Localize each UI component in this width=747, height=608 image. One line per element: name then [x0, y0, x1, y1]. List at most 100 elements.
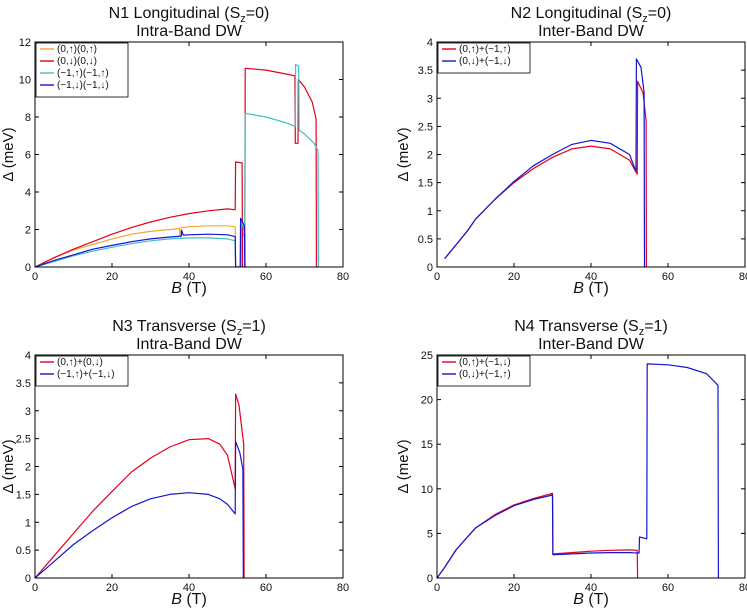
plot-area [35, 63, 319, 267]
x-tick-label: 80 [337, 582, 349, 594]
x-tick-label: 60 [662, 271, 674, 283]
y-tick-label: 0 [25, 262, 31, 274]
y-tick-label: 0.5 [418, 234, 433, 246]
y-tick-label: 2 [25, 462, 31, 474]
plot-frame [436, 41, 746, 268]
y-tick-label: 1.5 [16, 489, 31, 501]
legend: (0,↑)+(0,↓)(−1,↑)+(−1,↓) [35, 355, 129, 387]
x-axis-label-unit: (T) [584, 591, 609, 608]
x-tick-label: 20 [106, 271, 118, 283]
chart-subtitle: Inter-Band DW [538, 336, 645, 353]
x-tick-label: 80 [739, 271, 747, 283]
y-tick-label: 8 [25, 112, 31, 124]
plot-area [437, 363, 720, 578]
x-axis-label-symbol: B [171, 280, 182, 297]
chart-title-subscript: z [237, 326, 243, 338]
series-line-1 [35, 393, 245, 578]
legend: (0,↑)(0,↑)(0,↓)(0,↓)(−1,↑)(−1,↑)(−1,↓)(−… [35, 42, 129, 98]
y-tick-label: 2.5 [418, 121, 433, 133]
x-tick-label: 60 [260, 582, 272, 594]
plot-area [35, 393, 245, 578]
y-tick-label: 4 [25, 187, 31, 199]
y-axis-label: Δ (meV) [0, 127, 17, 181]
legend-label: (0,↑)(0,↑) [57, 44, 97, 55]
x-tick-label: 0 [32, 271, 38, 283]
y-tick-label: 15 [421, 439, 433, 451]
y-tick-label: 10 [421, 484, 433, 496]
x-tick-label: 20 [508, 271, 520, 283]
x-tick-label: 80 [739, 582, 747, 594]
y-tick-label: 0 [25, 573, 31, 585]
x-axis-label-symbol: B [171, 591, 182, 608]
series-line-2 [444, 58, 646, 267]
x-axis-label-symbol: B [573, 280, 584, 297]
x-tick-label: 0 [32, 582, 38, 594]
chart-title: N3 Transverse (Sz=1) [112, 318, 266, 338]
legend: (0,↑)+(−1,↓)(0,↓)+(−1,↑) [437, 355, 531, 387]
chart-title-end: =1) [242, 318, 266, 335]
y-tick-label: 2 [427, 150, 433, 162]
y-tick-label: 1.5 [418, 178, 433, 190]
legend-box [35, 355, 129, 387]
x-axis-label: B (T) [573, 591, 609, 608]
x-tick-label: 40 [183, 271, 195, 283]
y-tick-label: 10 [19, 75, 31, 87]
series-line-2 [35, 67, 317, 267]
y-tick-label: 12 [19, 37, 31, 49]
y-tick-label: 0 [427, 262, 433, 274]
y-tick-label: 4 [427, 37, 433, 49]
series-line-3 [35, 63, 319, 267]
legend-label: (0,↑)+(0,↓) [57, 357, 103, 368]
chart-panel-4: N4 Transverse (Sz=1)Inter-Band DW 0 20 40 60… [395, 318, 747, 608]
chart-title-subscript: z [642, 13, 648, 25]
y-tick-label: 3.5 [16, 378, 31, 390]
x-axis-label: B (T) [573, 280, 609, 297]
series-line-1 [437, 492, 639, 578]
chart-title-end: =0) [648, 5, 672, 22]
x-tick-label: 80 [337, 271, 349, 283]
chart-panel-2: N2 Longitudinal (Sz=0)Inter-Band DW0 20 40… [395, 5, 747, 297]
y-tick-label: 6 [25, 150, 31, 162]
legend: (0,↑)+(−1,↑)(0,↓)+(−1,↓) [437, 42, 531, 74]
x-tick-label: 40 [585, 271, 597, 283]
legend-box [35, 42, 129, 98]
y-axis-label: Δ (meV) [395, 439, 412, 493]
x-axis-label-symbol: B [573, 591, 584, 608]
chart-panel-1: N1 Longitudinal (Sz=0)Intra-Band DW0 20 40… [0, 5, 349, 297]
x-axis-label-unit: (T) [584, 280, 609, 297]
legend-box [437, 42, 531, 74]
x-tick-label: 20 [508, 582, 520, 594]
chart-title-subscript: z [639, 326, 645, 338]
series-line-2 [437, 363, 720, 578]
legend-label: (0,↓)(0,↓) [57, 56, 97, 67]
series-line-1 [35, 225, 246, 267]
y-tick-label: 20 [421, 395, 433, 407]
legend-label: (0,↑)+(−1,↑) [459, 44, 511, 55]
chart-title-end: =0) [246, 5, 270, 22]
y-tick-label: 4 [25, 350, 31, 362]
plot-frame [34, 354, 344, 579]
legend-label: (0,↑)+(−1,↓) [459, 357, 511, 368]
y-tick-label: 1 [25, 517, 31, 529]
chart-subtitle: Intra-Band DW [136, 23, 243, 40]
legend-label: (−1,↓)(−1,↓) [57, 80, 109, 91]
legend-label: (0,↓)+(−1,↓) [459, 56, 511, 67]
x-tick-label: 60 [662, 582, 674, 594]
chart-title: N2 Longitudinal (Sz=0) [511, 5, 672, 25]
x-tick-label: 40 [585, 582, 597, 594]
x-tick-label: 0 [434, 271, 440, 283]
x-axis-label: B (T) [171, 591, 207, 608]
x-axis-label-unit: (T) [182, 591, 207, 608]
series-line-2 [35, 440, 244, 578]
series-line-4 [35, 217, 246, 267]
chart-panel-3: N3 Transverse (Sz=1)Intra-Band DW0 20 40 60… [0, 318, 349, 608]
y-axis-label: Δ (meV) [0, 439, 17, 493]
y-tick-label: 1 [427, 206, 433, 218]
legend-box [437, 355, 531, 387]
y-tick-label: 25 [421, 350, 433, 362]
plot-frame [436, 354, 746, 579]
x-tick-label: 60 [260, 271, 272, 283]
y-tick-label: 0.5 [16, 545, 31, 557]
chart-title-main: N2 Longitudinal (S [511, 5, 643, 22]
y-axis-label: Δ (meV) [395, 127, 412, 181]
